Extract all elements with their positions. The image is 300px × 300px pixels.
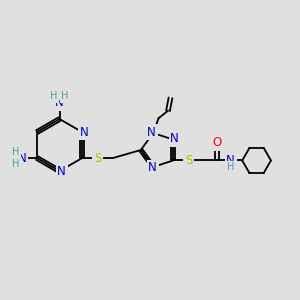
Text: H: H <box>227 162 234 172</box>
Text: H: H <box>50 91 58 101</box>
Text: H: H <box>61 91 69 101</box>
Text: N: N <box>57 165 66 178</box>
Text: N: N <box>80 125 88 139</box>
Text: N: N <box>226 154 235 167</box>
Text: N: N <box>148 161 157 175</box>
Text: N: N <box>147 125 156 139</box>
Text: N: N <box>55 96 64 110</box>
Text: S: S <box>185 154 192 167</box>
Text: H: H <box>12 147 19 157</box>
Text: S: S <box>94 152 101 164</box>
Text: O: O <box>212 136 222 149</box>
Text: N: N <box>18 152 27 164</box>
Text: N: N <box>170 132 179 145</box>
Text: H: H <box>12 159 19 169</box>
